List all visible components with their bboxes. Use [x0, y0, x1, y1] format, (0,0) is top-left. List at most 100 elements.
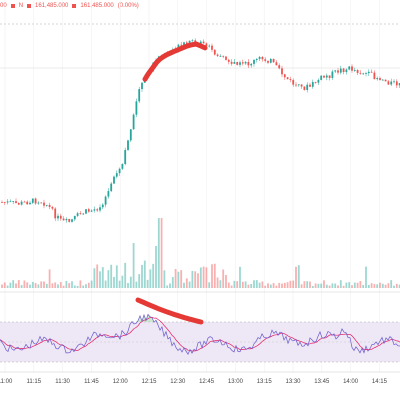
volume-bar[interactable]: [3, 282, 6, 288]
volume-bar[interactable]: [208, 282, 211, 288]
candle-body[interactable]: [292, 80, 295, 85]
price-candles[interactable]: [1, 38, 400, 223]
candle-body[interactable]: [250, 63, 253, 66]
volume-bar[interactable]: [183, 282, 185, 288]
candle-body[interactable]: [269, 58, 272, 63]
candle-body[interactable]: [325, 75, 328, 78]
volume-bar[interactable]: [236, 281, 239, 288]
volume-bar[interactable]: [48, 269, 51, 288]
candle-body[interactable]: [107, 191, 110, 197]
volume-bar[interactable]: [124, 262, 127, 288]
volume-bar[interactable]: [241, 281, 244, 288]
candle-body[interactable]: [93, 209, 96, 211]
candle-body[interactable]: [267, 60, 269, 63]
volume-bar[interactable]: [393, 285, 395, 288]
volume-bar[interactable]: [62, 285, 65, 288]
volume-bar[interactable]: [115, 265, 118, 288]
volume-bar[interactable]: [222, 269, 225, 288]
candle-body[interactable]: [9, 201, 12, 203]
volume-bar[interactable]: [211, 264, 213, 288]
candle-body[interactable]: [129, 129, 132, 141]
candle-body[interactable]: [258, 56, 261, 59]
volume-bar[interactable]: [297, 265, 300, 288]
volume-bar[interactable]: [1, 284, 3, 288]
volume-bar[interactable]: [317, 283, 320, 288]
volume-bar[interactable]: [127, 283, 129, 288]
volume-bar[interactable]: [306, 281, 309, 288]
volume-bar[interactable]: [26, 282, 29, 288]
volume-bar[interactable]: [9, 282, 12, 288]
candle-body[interactable]: [199, 41, 202, 45]
candle-body[interactable]: [370, 71, 373, 73]
candle-body[interactable]: [90, 210, 93, 212]
candle-body[interactable]: [180, 44, 183, 46]
candle-body[interactable]: [261, 56, 264, 60]
candle-body[interactable]: [141, 82, 143, 90]
volume-bar[interactable]: [205, 267, 208, 288]
candle-body[interactable]: [101, 204, 104, 208]
candle-body[interactable]: [188, 40, 191, 45]
candle-body[interactable]: [43, 202, 45, 206]
candle-body[interactable]: [331, 71, 334, 78]
candle-body[interactable]: [255, 58, 258, 60]
volume-bar[interactable]: [79, 280, 82, 288]
candle-body[interactable]: [225, 56, 227, 60]
candle-body[interactable]: [373, 72, 376, 80]
volume-bar[interactable]: [376, 284, 379, 288]
candle-body[interactable]: [393, 81, 395, 83]
volume-bar[interactable]: [286, 282, 289, 288]
candle-body[interactable]: [323, 75, 325, 78]
volume-bar[interactable]: [239, 266, 241, 288]
volume-bar[interactable]: [132, 243, 135, 288]
volume-bar[interactable]: [387, 283, 390, 288]
volume-bar[interactable]: [141, 264, 143, 288]
volume-bar[interactable]: [157, 218, 160, 288]
volume-bar[interactable]: [99, 271, 101, 288]
candle-body[interactable]: [320, 75, 323, 80]
volume-bar[interactable]: [135, 281, 138, 288]
volume-bar[interactable]: [82, 285, 85, 288]
volume-bar[interactable]: [331, 283, 334, 288]
volume-bar[interactable]: [197, 273, 199, 288]
volume-bar[interactable]: [272, 283, 275, 288]
volume-bar[interactable]: [311, 285, 314, 288]
volume-bar[interactable]: [289, 280, 292, 288]
candle-body[interactable]: [351, 66, 353, 71]
volume-bar[interactable]: [34, 283, 37, 288]
volume-bar[interactable]: [300, 284, 303, 288]
volume-bar[interactable]: [166, 285, 169, 288]
volume-bar[interactable]: [339, 280, 342, 288]
candle-body[interactable]: [222, 55, 225, 57]
candle-body[interactable]: [275, 62, 278, 66]
volume-bar[interactable]: [334, 283, 337, 288]
candle-body[interactable]: [230, 61, 233, 64]
volume-bar[interactable]: [194, 271, 197, 288]
candle-body[interactable]: [118, 168, 121, 174]
volume-bar[interactable]: [351, 285, 353, 288]
candle-body[interactable]: [227, 59, 230, 62]
volume-bar[interactable]: [185, 278, 188, 288]
candle-body[interactable]: [31, 198, 34, 203]
candle-body[interactable]: [219, 55, 222, 57]
volume-bar[interactable]: [43, 281, 45, 288]
volume-bar[interactable]: [269, 284, 272, 288]
volume-bar[interactable]: [267, 283, 269, 288]
candle-body[interactable]: [289, 79, 292, 81]
volume-bar[interactable]: [163, 270, 166, 288]
volume-bar[interactable]: [219, 280, 222, 288]
volume-bar[interactable]: [177, 271, 180, 288]
candle-body[interactable]: [264, 59, 267, 61]
volume-bar[interactable]: [31, 281, 34, 288]
candle-body[interactable]: [317, 79, 320, 83]
volume-bar[interactable]: [264, 285, 267, 288]
volume-bar[interactable]: [250, 283, 253, 288]
candle-body[interactable]: [398, 83, 400, 86]
candle-body[interactable]: [73, 215, 76, 220]
volume-bar[interactable]: [59, 282, 62, 288]
volume-bar[interactable]: [323, 280, 325, 288]
volume-bar[interactable]: [247, 284, 250, 288]
volume-bar[interactable]: [213, 263, 216, 288]
volume-bar[interactable]: [283, 282, 286, 288]
volume-bar[interactable]: [362, 284, 365, 288]
candle-body[interactable]: [20, 201, 23, 205]
